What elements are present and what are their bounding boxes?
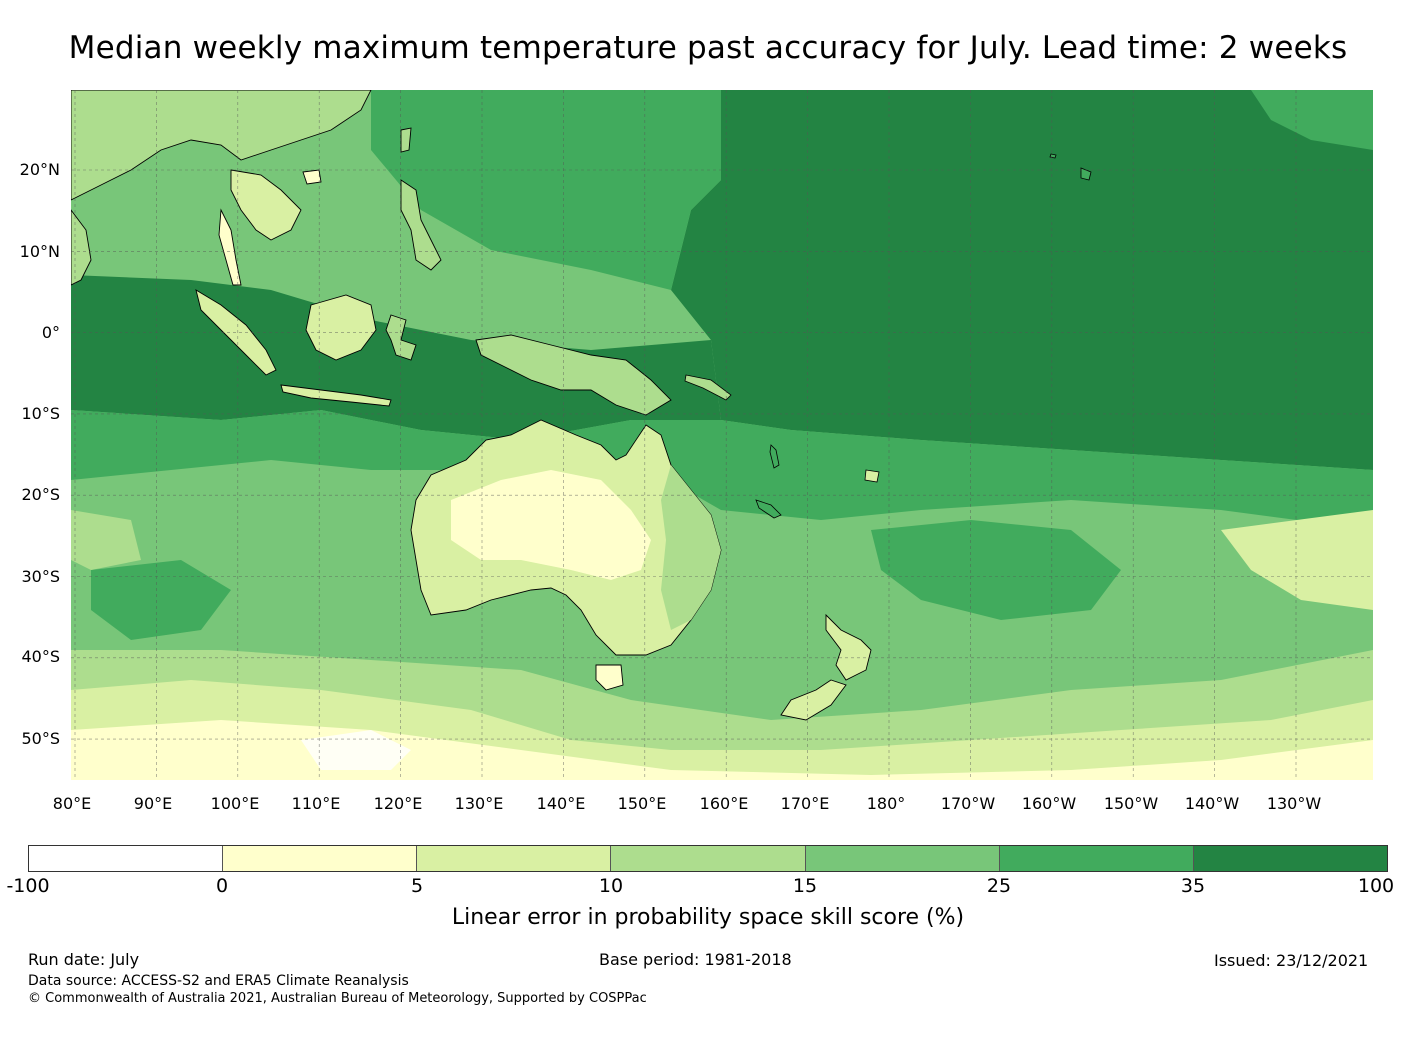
land-australia-interior-pale xyxy=(451,470,651,580)
copyright: © Commonwealth of Australia 2021, Austra… xyxy=(28,991,647,1006)
colorbar-segment xyxy=(223,846,418,871)
skill-map xyxy=(71,90,1373,780)
land-hainan xyxy=(302,169,322,185)
land-hawaii-small xyxy=(1049,153,1057,159)
lat-label-10s: 10°S xyxy=(21,404,60,423)
base-period: Base period: 1981-2018 xyxy=(599,950,792,969)
lat-label-40s: 40°S xyxy=(21,647,60,666)
land-new-guinea xyxy=(475,334,672,416)
colorbar-tick: 5 xyxy=(410,875,424,897)
land-sulawesi xyxy=(385,314,417,361)
colorbar-tick: 100 xyxy=(1357,875,1395,897)
lon-label-100e: 100°E xyxy=(210,794,260,813)
colorbar-tick: -100 xyxy=(6,875,50,897)
lon-label-140e: 140°E xyxy=(536,794,586,813)
land-java xyxy=(280,384,392,407)
lon-label-170w: 170°W xyxy=(940,794,996,813)
land-philippines xyxy=(400,179,442,271)
lat-label-0: 0° xyxy=(41,323,60,342)
land-taiwan xyxy=(400,127,412,153)
region-mid-far-ne xyxy=(1251,90,1373,150)
lat-label-10n: 10°N xyxy=(19,242,60,261)
land-indochina xyxy=(230,169,302,241)
lon-label-110e: 110°E xyxy=(291,794,341,813)
lon-label-130e: 130°E xyxy=(454,794,504,813)
lon-label-130w: 130°W xyxy=(1266,794,1322,813)
lon-label-180: 180° xyxy=(866,794,906,813)
data-source: Data source: ACCESS-S2 and ERA5 Climate … xyxy=(28,973,409,989)
region-white-south xyxy=(301,730,411,770)
region-pale-south xyxy=(71,720,1373,780)
map-area: 20°N 10°N 0° 10°S 20°S 30°S 40°S 50°S 80… xyxy=(19,90,1373,813)
colorbar-tick: 0 xyxy=(215,875,229,897)
lon-label-160e: 160°E xyxy=(699,794,749,813)
colorbar-tick: 25 xyxy=(986,875,1012,897)
lon-label-90e: 90°E xyxy=(133,794,173,813)
lat-label-20n: 20°N xyxy=(19,160,60,179)
chart-title: Median weekly maximum temperature past a… xyxy=(68,30,1348,66)
colorbar-segment xyxy=(999,846,1194,871)
region-mid-south-pacific xyxy=(871,520,1121,620)
lon-label-140w: 140°W xyxy=(1184,794,1240,813)
land-nz-north xyxy=(825,613,872,681)
land-india-tip xyxy=(71,209,92,286)
issued-date: Issued: 23/12/2021 xyxy=(1214,951,1369,970)
land-se-asia xyxy=(71,90,372,201)
lon-label-170e: 170°E xyxy=(780,794,830,813)
lat-label-20s: 20°S xyxy=(21,485,60,504)
region-mid-indian xyxy=(91,560,231,640)
graticule xyxy=(71,90,1373,780)
land-tasmania xyxy=(595,664,624,691)
land-australia-east-coast xyxy=(661,465,721,630)
lon-label-120e: 120°E xyxy=(373,794,423,813)
colorbar-segment xyxy=(611,846,806,871)
colorbar-segment xyxy=(805,846,1000,871)
colorbar-tick: 15 xyxy=(792,875,818,897)
lat-label-50s: 50°S xyxy=(21,729,60,748)
land-vanuatu xyxy=(769,444,780,469)
map-frame xyxy=(71,90,1373,780)
colorbar-segment xyxy=(1193,846,1387,871)
lon-label-150w: 150°W xyxy=(1103,794,1159,813)
colorbar-tick: 10 xyxy=(598,875,624,897)
colorbar xyxy=(28,845,1388,872)
colorbar-tick: 35 xyxy=(1180,875,1206,897)
lat-label-30s: 30°S xyxy=(21,567,60,586)
region-pale-sw-indian xyxy=(71,510,141,570)
region-dark-pacific-east xyxy=(671,90,1373,470)
lon-label-150e: 150°E xyxy=(617,794,667,813)
land-new-caledonia xyxy=(755,499,782,519)
region-mid-south-band xyxy=(71,410,1373,530)
colorbar-label: Linear error in probability space skill … xyxy=(451,905,965,930)
lon-label-160w: 160°W xyxy=(1021,794,1077,813)
land-fiji xyxy=(864,469,880,483)
lon-label-80e: 80°E xyxy=(52,794,92,813)
land-nz-south xyxy=(780,679,847,721)
land-solomon-islands xyxy=(684,374,732,401)
colorbar-segment xyxy=(29,846,224,871)
run-date: Run date: July xyxy=(28,950,140,969)
land-borneo xyxy=(305,294,377,361)
colorbar-segment xyxy=(417,846,612,871)
land-hawaii xyxy=(1080,167,1092,181)
region-pale-east-south xyxy=(1221,510,1373,610)
region-mid-north xyxy=(371,90,721,290)
land-malay-peninsula xyxy=(218,208,242,286)
